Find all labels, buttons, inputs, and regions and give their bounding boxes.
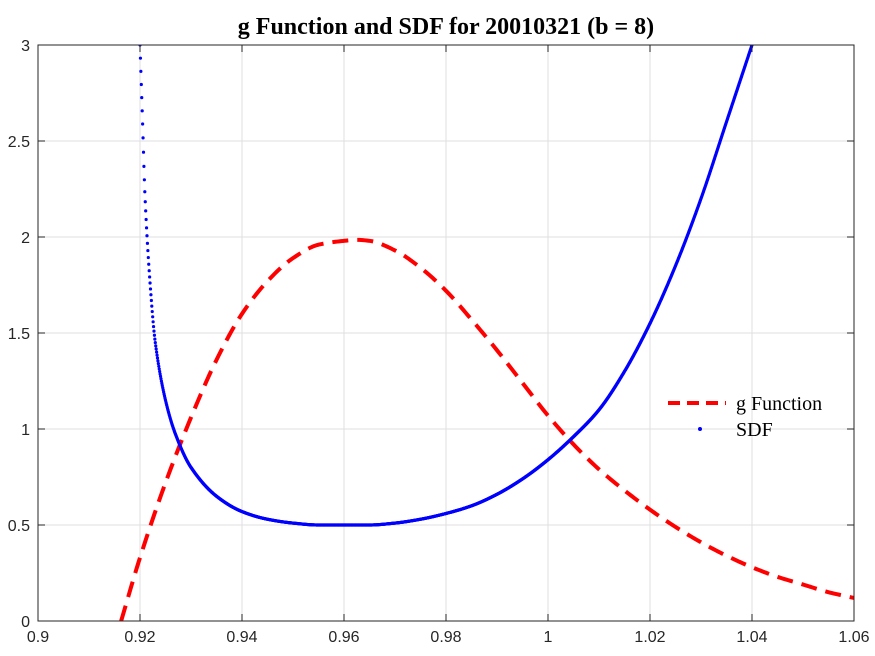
axis-ticks: 0.9 0.92 0.94 0.96 0.98 1 1.02 1.04 1.06 0 0.5 1 1.5… — [8, 38, 870, 646]
y-tick-label: 2 — [21, 230, 30, 247]
data-point — [139, 82, 143, 87]
x-tick-label: 1.06 — [838, 629, 869, 646]
data-point — [158, 369, 162, 374]
series-line-g-function — [119, 237, 854, 621]
data-point — [149, 293, 153, 297]
data-point — [156, 362, 160, 366]
data-point — [152, 333, 157, 337]
y-tick-label: 1 — [21, 422, 30, 439]
data-point — [151, 324, 156, 329]
data-point — [155, 356, 160, 360]
x-tick-label: 0.92 — [124, 629, 155, 646]
data-point — [154, 347, 158, 351]
data-point — [145, 234, 149, 238]
x-tick-label: 1.04 — [736, 629, 767, 646]
data-point — [153, 341, 157, 345]
data-point — [146, 248, 150, 253]
data-point — [152, 329, 156, 333]
data-point — [141, 122, 145, 126]
legend-label-sdf: SDF — [736, 419, 773, 441]
data-point — [142, 178, 146, 182]
data-point — [156, 359, 160, 363]
data-point — [147, 269, 151, 273]
series-group — [119, 45, 854, 621]
data-point — [141, 150, 146, 154]
data-point — [145, 241, 150, 245]
y-tick-label: 2.5 — [8, 134, 30, 151]
x-tick-label: 0.98 — [430, 629, 461, 646]
x-tick-label: 0.94 — [226, 629, 257, 646]
data-point — [148, 281, 152, 285]
data-point — [147, 262, 151, 266]
data-point — [157, 367, 161, 371]
legend-swatch-sdf — [698, 427, 702, 431]
y-tick-label: 0.5 — [8, 518, 30, 535]
y-tick-label: 3 — [21, 38, 30, 55]
data-point — [143, 200, 147, 204]
legend: g Function SDF — [668, 393, 822, 441]
data-point — [155, 350, 159, 354]
y-tick-label: 0 — [21, 614, 30, 631]
x-tick-label: 1.02 — [634, 629, 665, 646]
data-point — [148, 275, 152, 279]
data-point — [157, 364, 161, 368]
data-point — [140, 109, 144, 113]
series-points-sdf — [138, 45, 754, 527]
data-point — [138, 56, 143, 60]
data-point — [151, 320, 155, 324]
legend-label-g-function: g Function — [736, 393, 822, 415]
x-tick-label: 1 — [544, 629, 553, 646]
data-point — [158, 372, 162, 376]
data-point — [143, 190, 147, 194]
data-point — [150, 304, 154, 308]
data-point — [158, 374, 163, 378]
x-tick-label: 0.9 — [27, 629, 49, 646]
data-point — [144, 226, 149, 230]
data-point — [144, 217, 148, 222]
x-tick-label: 0.96 — [328, 629, 359, 646]
data-point — [154, 344, 158, 348]
data-point — [155, 353, 159, 357]
y-tick-label: 1.5 — [8, 326, 30, 343]
data-point — [150, 309, 154, 314]
data-point — [140, 96, 144, 100]
chart-title: g Function and SDF for 20010321 (b = 8) — [238, 14, 654, 40]
data-point — [141, 136, 145, 140]
data-point — [146, 255, 150, 260]
data-point — [139, 69, 143, 73]
data-point — [142, 164, 146, 168]
data-point — [151, 315, 155, 319]
data-point — [148, 287, 153, 291]
data-point — [153, 337, 157, 341]
data-point — [149, 298, 153, 303]
data-point — [144, 209, 148, 213]
